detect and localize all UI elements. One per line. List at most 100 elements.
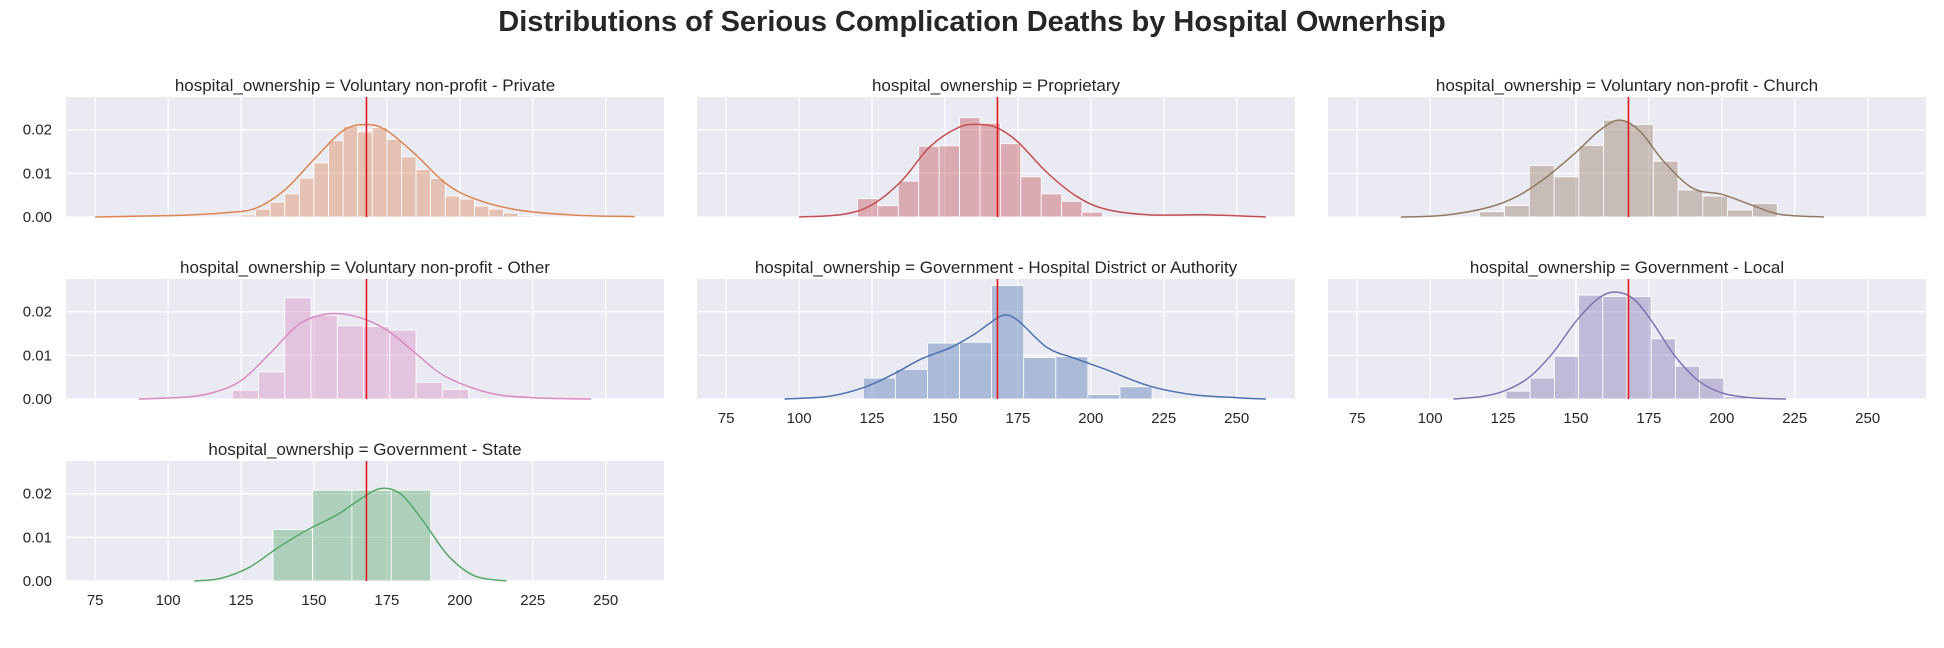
panel-background <box>697 279 1295 399</box>
histogram-bar <box>877 205 899 218</box>
histogram-bar <box>1020 176 1042 218</box>
x-tick-label: 200 <box>1709 410 1734 427</box>
x-tick-label: 100 <box>1418 410 1443 427</box>
facet-title: hospital_ownership = Voluntary non-profi… <box>175 76 555 95</box>
histogram-bar <box>269 201 286 218</box>
x-tick-label: 250 <box>1855 410 1880 427</box>
facet-title: hospital_ownership = Voluntary non-profi… <box>180 258 550 277</box>
histogram-bar <box>1505 390 1531 400</box>
kde-line <box>1453 291 1787 400</box>
histogram-bar <box>459 198 475 218</box>
histogram-bar <box>1087 394 1121 400</box>
x-tick-label: 75 <box>1349 410 1366 427</box>
histogram-bar <box>336 325 364 400</box>
histogram-bar <box>1040 193 1063 218</box>
x-tick-label: 175 <box>1005 410 1030 427</box>
x-tick-label: 125 <box>1491 410 1516 427</box>
histogram-bar <box>441 388 469 400</box>
panel-background <box>66 97 664 217</box>
panel-background <box>66 279 664 399</box>
kde-line <box>194 487 507 582</box>
facet-panel: hospital_ownership = Proprietary <box>697 76 1295 218</box>
x-tick-label: 75 <box>718 410 735 427</box>
histogram-bar <box>959 117 981 218</box>
x-tick-label: 225 <box>520 592 545 609</box>
histogram-bar <box>1650 338 1676 400</box>
histogram-bar <box>389 329 417 400</box>
histogram-bar <box>1602 296 1628 400</box>
y-tick-label: 0.02 <box>23 304 52 321</box>
histogram-bar <box>284 193 300 218</box>
histogram-bar <box>999 143 1022 218</box>
x-tick-label: 225 <box>1151 410 1176 427</box>
x-tick-label: 125 <box>860 410 885 427</box>
histogram-bar <box>1652 160 1679 218</box>
x-tick-label: 150 <box>301 592 326 609</box>
histogram-bar <box>312 489 353 582</box>
histogram-bar <box>488 208 504 218</box>
histogram-bar <box>1504 205 1530 218</box>
histogram-bar <box>1061 200 1083 218</box>
histogram-bar <box>1055 356 1089 400</box>
x-tick-label: 250 <box>593 592 618 609</box>
facet-panel: hospital_ownership = Voluntary non-profi… <box>1328 76 1926 218</box>
panel-background <box>66 461 664 581</box>
y-tick-label: 0.01 <box>23 347 52 364</box>
histogram-bar <box>386 138 402 218</box>
histogram-bar <box>231 389 259 400</box>
panel-background <box>697 97 1295 217</box>
kde-line <box>138 312 592 400</box>
facet-panel: hospital_ownership = Government - Hospit… <box>697 258 1295 427</box>
panel-background <box>1328 97 1926 217</box>
histogram-bar <box>991 285 1025 400</box>
histogram-bar <box>371 127 388 218</box>
histogram-bar <box>1119 386 1153 400</box>
histogram-bar <box>894 368 928 400</box>
histogram-bar <box>284 297 312 400</box>
histogram-bar <box>272 529 313 582</box>
histogram-bar <box>415 382 443 400</box>
facet-panel: hospital_ownership = Government - Local 7… <box>1328 258 1926 427</box>
histogram-bar <box>363 326 391 400</box>
y-tick-label: 0.02 <box>23 122 52 139</box>
histogram-bar <box>1677 189 1704 218</box>
histogram-bar <box>430 178 446 218</box>
histogram-bar <box>1603 119 1629 218</box>
histogram-bar <box>1023 357 1057 400</box>
x-tick-label: 150 <box>932 410 957 427</box>
chart-title: Distributions of Serious Complication De… <box>498 6 1446 38</box>
x-tick-label: 100 <box>156 592 181 609</box>
kde-line <box>784 314 1266 400</box>
histogram-bar <box>503 212 519 218</box>
histogram-bar <box>1675 365 1701 400</box>
facet-title: hospital_ownership = Government - Local <box>1470 258 1784 277</box>
facet-title: hospital_ownership = Government - Hospit… <box>755 258 1238 277</box>
histogram-bar <box>1529 377 1555 400</box>
x-tick-label: 125 <box>229 592 254 609</box>
x-tick-label: 75 <box>87 592 104 609</box>
facet-title: hospital_ownership = Voluntary non-profi… <box>1436 76 1818 95</box>
histogram-bar <box>1578 294 1604 400</box>
kde-line <box>95 123 635 218</box>
y-tick-label: 0.00 <box>23 573 52 590</box>
histogram-bar <box>1626 296 1652 400</box>
histogram-bar <box>927 342 960 400</box>
histogram-bar <box>328 140 344 218</box>
x-tick-label: 150 <box>1563 410 1588 427</box>
y-tick-label: 0.00 <box>23 391 52 408</box>
facet-title: hospital_ownership = Government - State <box>208 440 521 459</box>
histogram-bar <box>959 341 993 400</box>
x-tick-label: 200 <box>447 592 472 609</box>
histogram-bar <box>444 195 461 218</box>
histogram-bar <box>255 208 271 218</box>
x-tick-label: 100 <box>787 410 812 427</box>
y-tick-label: 0.01 <box>23 529 52 546</box>
histogram-bar <box>1553 355 1579 400</box>
histogram-bar <box>473 205 490 218</box>
histogram-bar <box>240 214 257 218</box>
histogram-bar <box>1479 211 1505 218</box>
histogram-bar <box>342 125 359 218</box>
facet-title: hospital_ownership = Proprietary <box>872 76 1121 95</box>
histogram-bar <box>517 215 534 218</box>
